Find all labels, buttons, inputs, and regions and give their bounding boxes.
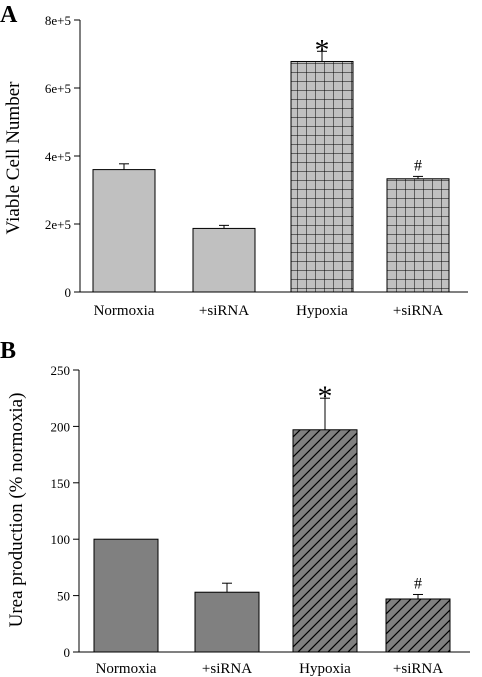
panel-b-category-labels: Normoxia +siRNA Hypoxia +siRNA	[96, 661, 444, 677]
bar-normoxia-0	[92, 169, 156, 293]
panel-a-annotations: *#	[315, 33, 423, 174]
bar-normoxia-0	[93, 538, 159, 653]
panel-a-y-ticks: 0 2e+5 4e+5 6e+5 8e+5	[45, 13, 80, 300]
bar-sirna-3	[385, 598, 451, 653]
y-tick-label: 250	[51, 363, 71, 378]
category-label: Normoxia	[96, 661, 157, 677]
panel-b-bars	[93, 397, 451, 653]
panel-a-y-axis-title: Viable Cell Number	[3, 81, 24, 235]
y-tick-label: 0	[64, 645, 71, 660]
significance-hash: #	[414, 157, 422, 174]
y-tick-label: 200	[51, 419, 71, 434]
panel-a: A Viable Cell Number 0 2e+5 4e+5 6e+5 8e+5 N…	[0, 2, 468, 319]
category-label: +siRNA	[202, 661, 252, 677]
y-tick-label: 150	[51, 476, 71, 491]
bar-sirna-1	[192, 227, 256, 293]
category-label: +siRNA	[393, 303, 443, 319]
panel-b: B Urea production (% normoxia) 0 50 100 150…	[0, 338, 470, 677]
y-tick-label: 2e+5	[45, 217, 71, 232]
category-label: Hypoxia	[296, 303, 348, 319]
panel-a-category-labels: Normoxia +siRNA Hypoxia +siRNA	[94, 303, 444, 319]
significance-star: *	[315, 33, 330, 66]
y-tick-label: 50	[57, 589, 70, 604]
bar-hypoxia-2	[292, 429, 358, 653]
panel-b-label: B	[0, 338, 16, 364]
panel-b-annotations: *#	[318, 380, 423, 592]
y-tick-label: 8e+5	[45, 13, 71, 28]
bar-hypoxia-2	[290, 60, 354, 293]
y-tick-label: 0	[65, 285, 72, 300]
category-label: Normoxia	[94, 303, 155, 319]
significance-star: *	[318, 380, 333, 413]
category-label: +siRNA	[393, 661, 443, 677]
panel-a-bars	[92, 50, 450, 293]
category-label: Hypoxia	[299, 661, 351, 677]
bar-sirna-3	[386, 178, 450, 293]
bar-sirna-1	[194, 591, 260, 653]
category-label: +siRNA	[199, 303, 249, 319]
y-tick-label: 4e+5	[45, 149, 71, 164]
panel-b-y-ticks: 0 50 100 150 200 250	[51, 363, 79, 660]
significance-hash: #	[414, 575, 422, 592]
y-tick-label: 100	[51, 532, 71, 547]
y-tick-label: 6e+5	[45, 81, 71, 96]
panel-b-y-axis-title: Urea production (% normoxia)	[6, 393, 27, 628]
panel-a-label: A	[0, 2, 18, 28]
